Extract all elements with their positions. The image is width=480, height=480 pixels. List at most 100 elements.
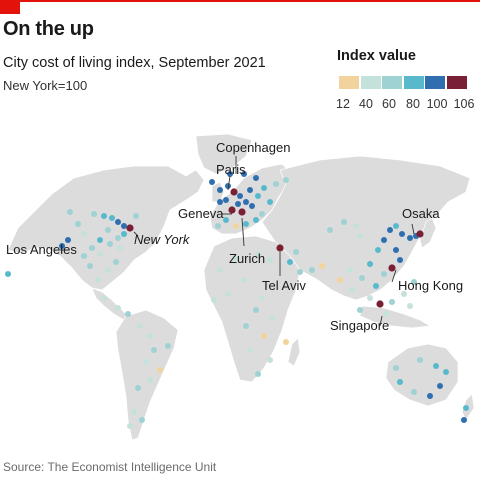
- madagascar-landmass: [287, 337, 301, 367]
- city-dot: [217, 199, 223, 205]
- city-dot: [139, 417, 145, 423]
- city-dot: [269, 315, 275, 321]
- city-dot: [261, 333, 267, 339]
- city-dot: [113, 259, 119, 265]
- city-dot: [143, 359, 149, 365]
- city-dot: [253, 175, 259, 181]
- city-dot: [227, 171, 233, 177]
- city-dot: [217, 267, 223, 273]
- geneva-label: Geneva: [178, 206, 224, 221]
- index-base-note: New York=100: [3, 78, 88, 93]
- city-dot: [357, 233, 363, 239]
- chart-title: On the up: [3, 18, 94, 40]
- city-dot: [255, 193, 261, 199]
- legend-swatch: [403, 76, 424, 89]
- city-dot: [75, 221, 81, 227]
- city-dot: [215, 223, 221, 229]
- city-dot: [223, 217, 229, 223]
- legend-swatch: [382, 76, 402, 89]
- city-dot: [393, 365, 399, 371]
- asia-landmass: [261, 155, 471, 301]
- osaka-label: Osaka: [402, 206, 440, 221]
- city-dot: [131, 409, 137, 415]
- city-dot: [228, 206, 236, 214]
- legend-title: Index value: [337, 48, 416, 64]
- city-dot: [157, 367, 163, 373]
- city-dot: [105, 267, 111, 273]
- city-dot: [127, 423, 133, 429]
- city-dot: [115, 219, 121, 225]
- city-dot: [375, 247, 381, 253]
- legend-swatch: [446, 76, 467, 89]
- city-dot: [97, 237, 103, 243]
- city-dot: [5, 271, 11, 277]
- city-dot: [211, 297, 217, 303]
- city-dot: [238, 208, 246, 216]
- city-dot: [387, 227, 393, 233]
- singapore-leader: [379, 315, 383, 327]
- city-dot: [233, 255, 239, 261]
- city-dot: [225, 183, 231, 189]
- city-dot: [417, 357, 423, 363]
- city-dot: [223, 197, 229, 203]
- city-dot: [267, 257, 273, 263]
- paris-label: Paris: [216, 162, 246, 177]
- legend-tick: 12: [336, 97, 350, 111]
- city-dot: [241, 171, 247, 177]
- city-dot: [393, 247, 399, 253]
- city-dot: [247, 347, 253, 353]
- city-dot: [383, 311, 389, 317]
- city-dot: [293, 249, 299, 255]
- city-dot: [388, 264, 396, 272]
- los-angeles-label: Los Angeles: [6, 242, 77, 257]
- paris-leader: [227, 175, 231, 191]
- city-dot: [267, 357, 273, 363]
- japan-landmass: [419, 217, 437, 249]
- city-dot: [287, 259, 293, 265]
- city-dot: [121, 223, 127, 229]
- city-dot: [461, 417, 467, 423]
- city-dot: [297, 269, 303, 275]
- city-dot: [411, 389, 417, 395]
- city-dot: [407, 235, 413, 241]
- city-dot: [353, 223, 359, 229]
- city-dot: [401, 291, 407, 297]
- city-dot: [309, 267, 315, 273]
- copenhagen-label: Copenhagen: [216, 140, 290, 155]
- greenland-landmass: [195, 133, 253, 175]
- city-dot: [105, 227, 111, 233]
- city-dot: [381, 271, 387, 277]
- city-dot: [89, 245, 95, 251]
- city-dot: [397, 379, 403, 385]
- city-dot: [443, 369, 449, 375]
- city-dot: [59, 243, 65, 249]
- legend-tick: 80: [406, 97, 420, 111]
- city-dot: [243, 323, 249, 329]
- city-dot: [243, 199, 249, 205]
- city-dot: [225, 291, 231, 297]
- city-dot: [243, 221, 249, 227]
- legend-swatch: [339, 76, 359, 89]
- city-dot: [165, 343, 171, 349]
- city-dot: [389, 299, 395, 305]
- city-dot: [397, 257, 403, 263]
- city-dot: [347, 267, 353, 273]
- city-dot: [276, 244, 284, 252]
- city-dot: [381, 237, 387, 243]
- city-dot: [376, 300, 384, 308]
- city-dot: [367, 261, 373, 267]
- city-dot: [209, 179, 215, 185]
- chart-subtitle: City cost of living index, September 202…: [3, 55, 266, 71]
- city-dot: [217, 187, 223, 193]
- city-markers: [5, 171, 469, 429]
- city-dot: [255, 371, 261, 377]
- city-labels: Copenhagen Paris Geneva Zurich New York …: [6, 140, 463, 333]
- city-dot: [147, 333, 153, 339]
- city-dot: [283, 339, 289, 345]
- city-dot: [261, 185, 267, 191]
- city-dot: [95, 277, 101, 283]
- city-dot: [241, 277, 247, 283]
- city-dot: [463, 405, 469, 411]
- city-dot: [81, 253, 87, 259]
- city-dot: [247, 187, 253, 193]
